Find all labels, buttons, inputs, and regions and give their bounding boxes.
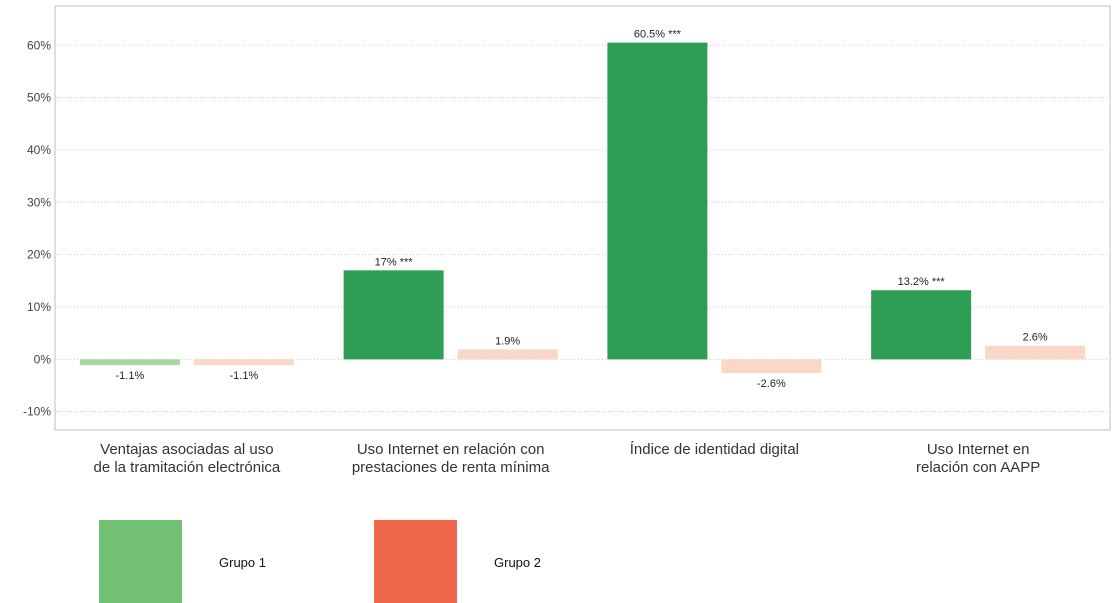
bar-2 bbox=[457, 349, 558, 360]
bar-1 bbox=[79, 359, 180, 366]
y-tick-label: 10% bbox=[27, 300, 51, 314]
y-tick-label: 50% bbox=[27, 91, 51, 105]
y-tick-label: 30% bbox=[27, 195, 51, 209]
y-tick-label: 0% bbox=[34, 352, 52, 366]
x-tick-label: prestaciones de renta mínima bbox=[352, 459, 550, 476]
legend-swatch-grupo-2 bbox=[374, 520, 457, 603]
data-label: 60.5% *** bbox=[634, 29, 682, 41]
y-tick-label: 20% bbox=[27, 248, 51, 262]
x-tick-label: de la tramitación electrónica bbox=[93, 459, 280, 476]
plot-panel bbox=[54, 5, 1111, 431]
data-label: -1.1% bbox=[116, 370, 145, 382]
x-tick-label: Ventajas asociadas al uso bbox=[100, 441, 273, 458]
y-tick-label: -10% bbox=[23, 405, 51, 419]
bar-2 bbox=[985, 345, 1086, 360]
x-tick-label: Uso Internet en bbox=[927, 441, 1030, 458]
bar-2 bbox=[193, 359, 294, 366]
data-label: 13.2% *** bbox=[898, 276, 946, 288]
legend-label-grupo-1: Grupo 1 bbox=[219, 555, 266, 570]
data-label: 2.6% bbox=[1023, 332, 1048, 344]
legend: Grupo 1 Grupo 2 bbox=[0, 520, 1113, 603]
bar-2 bbox=[721, 359, 822, 373]
chart: -10% 0% 10% 20% 30% 40% 50% 60% -1.1% -1.1% Ventaj… bbox=[23, 5, 1111, 476]
legend-label-grupo-2: Grupo 2 bbox=[494, 555, 541, 570]
x-tick-label: Uso Internet en relación con bbox=[357, 441, 545, 458]
bar-1 bbox=[343, 270, 444, 360]
bar-1 bbox=[607, 42, 708, 360]
x-tick-label: relación con AAPP bbox=[916, 459, 1040, 476]
data-label: -1.1% bbox=[230, 370, 259, 382]
legend-swatch-grupo-1 bbox=[99, 520, 182, 603]
data-label: 1.9% bbox=[495, 335, 520, 347]
bar-1 bbox=[871, 290, 972, 360]
x-tick-label: Índice de identidad digital bbox=[630, 441, 799, 458]
data-label: 17% *** bbox=[375, 256, 414, 268]
y-tick-label: 40% bbox=[27, 143, 51, 157]
y-tick-label: 60% bbox=[27, 38, 51, 52]
data-label: -2.6% bbox=[757, 378, 786, 390]
